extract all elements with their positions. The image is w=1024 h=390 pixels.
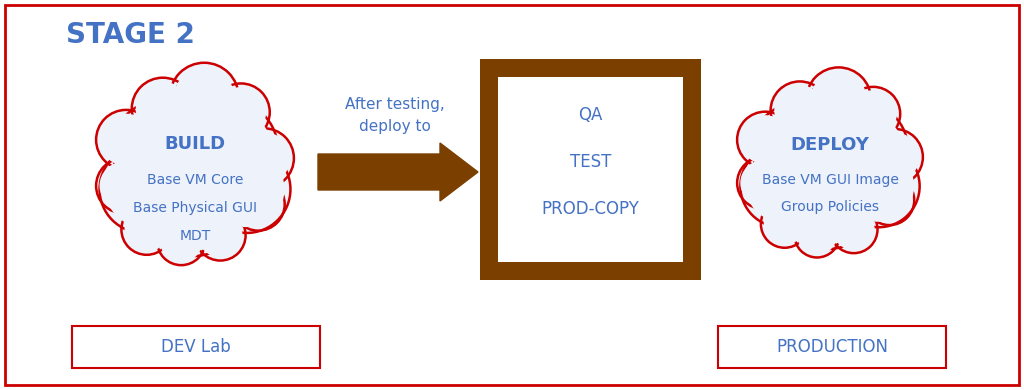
Text: BUILD: BUILD [165, 135, 225, 153]
Circle shape [100, 162, 147, 209]
Circle shape [212, 83, 269, 141]
Circle shape [136, 82, 189, 135]
Circle shape [96, 158, 152, 213]
Circle shape [216, 88, 265, 136]
Circle shape [864, 176, 914, 225]
Text: Group Policies: Group Policies [781, 200, 879, 214]
Circle shape [175, 68, 233, 127]
Circle shape [125, 208, 168, 251]
Text: deploy to: deploy to [359, 119, 431, 135]
Circle shape [741, 161, 785, 205]
Circle shape [740, 145, 822, 227]
Circle shape [174, 134, 262, 222]
Circle shape [170, 63, 239, 132]
Circle shape [106, 152, 180, 226]
Circle shape [771, 111, 890, 229]
Text: Base VM Core: Base VM Core [146, 173, 243, 187]
Circle shape [846, 87, 900, 141]
Circle shape [759, 110, 837, 187]
Circle shape [157, 217, 206, 265]
Circle shape [132, 109, 258, 235]
Circle shape [830, 206, 878, 253]
Circle shape [199, 214, 242, 257]
Circle shape [203, 145, 291, 233]
Circle shape [132, 78, 194, 140]
Circle shape [120, 108, 202, 190]
Text: STAGE 2: STAGE 2 [66, 21, 195, 49]
Circle shape [158, 89, 232, 163]
Text: MDT: MDT [179, 229, 211, 243]
Circle shape [810, 134, 893, 217]
Circle shape [122, 204, 172, 255]
Circle shape [152, 82, 239, 170]
Circle shape [753, 103, 843, 194]
Text: DEPLOY: DEPLOY [791, 136, 869, 154]
Circle shape [161, 181, 229, 250]
Circle shape [795, 92, 865, 162]
Circle shape [100, 114, 152, 165]
Bar [498, 77, 683, 262]
Text: PROD-COPY: PROD-COPY [542, 200, 639, 218]
Bar [72, 326, 319, 368]
FancyArrow shape [318, 143, 478, 201]
Text: Base Physical GUI: Base Physical GUI [133, 201, 257, 215]
Circle shape [803, 127, 900, 224]
Circle shape [234, 128, 294, 188]
Bar [480, 59, 701, 280]
Circle shape [120, 126, 224, 229]
Circle shape [166, 126, 269, 229]
Circle shape [210, 152, 284, 226]
Circle shape [793, 173, 867, 249]
Circle shape [141, 118, 249, 226]
Circle shape [788, 86, 871, 168]
Circle shape [806, 67, 871, 132]
Circle shape [824, 110, 901, 187]
Circle shape [737, 112, 794, 168]
Circle shape [771, 82, 828, 140]
Circle shape [96, 110, 156, 170]
Circle shape [181, 101, 278, 197]
Circle shape [760, 127, 857, 224]
Text: Base VM GUI Image: Base VM GUI Image [762, 173, 898, 187]
Circle shape [834, 209, 873, 250]
Circle shape [746, 151, 816, 221]
Circle shape [737, 157, 788, 209]
Circle shape [868, 179, 910, 222]
Circle shape [155, 176, 236, 256]
Circle shape [798, 179, 862, 243]
Circle shape [99, 145, 187, 233]
Circle shape [765, 204, 805, 244]
Circle shape [161, 220, 202, 262]
Circle shape [231, 178, 285, 230]
Circle shape [775, 86, 824, 135]
Circle shape [838, 145, 920, 227]
Text: DEV Lab: DEV Lab [161, 338, 230, 356]
Circle shape [779, 119, 881, 220]
Text: TEST: TEST [569, 153, 611, 171]
Circle shape [113, 101, 209, 197]
Circle shape [741, 116, 790, 164]
Circle shape [871, 133, 919, 181]
Text: PRODUCTION: PRODUCTION [776, 338, 888, 356]
Circle shape [817, 103, 907, 194]
Circle shape [239, 133, 290, 184]
Circle shape [188, 108, 270, 190]
Circle shape [844, 151, 913, 221]
Circle shape [798, 216, 837, 254]
Circle shape [195, 210, 246, 261]
Circle shape [761, 200, 808, 248]
Circle shape [795, 212, 840, 257]
Circle shape [128, 134, 216, 222]
Text: After testing,: After testing, [345, 98, 444, 112]
Circle shape [811, 72, 866, 128]
Text: QA: QA [579, 106, 603, 124]
Circle shape [767, 134, 850, 217]
Circle shape [850, 91, 896, 137]
Circle shape [866, 129, 923, 185]
Bar [718, 326, 946, 368]
Circle shape [236, 182, 281, 227]
